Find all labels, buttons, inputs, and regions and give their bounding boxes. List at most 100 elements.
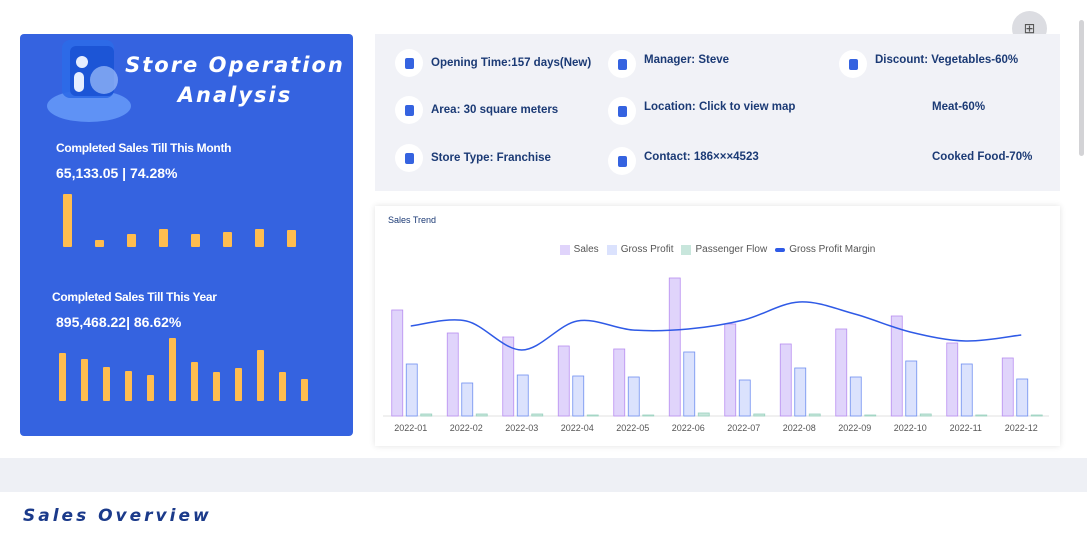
bar-gross-profit [516, 374, 529, 417]
legend-swatch [559, 244, 570, 255]
calendar-icon [395, 49, 423, 77]
mini-bar [213, 372, 220, 401]
info-discount-meat: Meat-60% [932, 101, 986, 113]
chart-legend: Sales Gross Profit Passenger Flow Gross Pro… [375, 244, 1060, 255]
bar-passenger-flow [420, 413, 433, 417]
info-contact: Contact: 186×××4523 [608, 147, 759, 175]
mini-bar [95, 240, 104, 247]
scrollbar[interactable] [1079, 20, 1084, 156]
x-tick-label: 2022-09 [838, 423, 871, 433]
legend-label: Gross Profit [620, 244, 674, 255]
bar-chart-icon [839, 50, 867, 78]
bar-sales [613, 348, 626, 417]
info-store-type: Store Type: Franchise [395, 144, 551, 172]
bar-gross-profit [849, 376, 862, 417]
bar-sales [1001, 357, 1014, 417]
month-sales-value: 65,133.05 | 74.28% [56, 165, 178, 181]
legend-label: Gross Profit Margin [789, 244, 876, 255]
bar-passenger-flow [475, 413, 488, 417]
bar-gross-profit [738, 379, 751, 417]
mini-bar [235, 368, 242, 401]
bar-sales [557, 345, 570, 417]
info-opening-time: Opening Time:157 days(New) [395, 49, 591, 77]
sales-trend-chart: Sales Trend Sales Gross Profit Passenger F… [375, 206, 1060, 446]
x-tick-label: 2022-05 [616, 423, 649, 433]
bar-passenger-flow [586, 414, 599, 417]
month-sales-bars [20, 174, 353, 247]
x-tick-label: 2022-12 [1005, 423, 1038, 433]
mini-bar [301, 379, 308, 401]
info-discount: Discount: Vegetables-60% [839, 50, 1018, 78]
mini-bar [169, 338, 176, 401]
year-sales-label: Completed Sales Till This Year [52, 290, 217, 304]
x-tick-label: 2022-04 [561, 423, 594, 433]
month-sales-label: Completed Sales Till This Month [56, 141, 232, 155]
sales-overview-title: Sales Overview [23, 506, 212, 526]
manager-icon [608, 50, 636, 78]
sales-overview-section: Sales Overview [0, 492, 1087, 549]
x-tick-label: 2022-01 [394, 423, 427, 433]
x-tick-label: 2022-02 [450, 423, 483, 433]
legend-swatch [606, 244, 617, 255]
bar-sales [668, 277, 681, 417]
legend-label: Passenger Flow [695, 244, 768, 255]
bar-gross-profit [683, 351, 696, 417]
mini-bar [125, 371, 132, 401]
bar-sales [502, 336, 515, 417]
mini-bar [63, 194, 72, 247]
mini-bar [191, 234, 200, 247]
bar-sales [779, 343, 792, 417]
legend-swatch [775, 247, 786, 252]
legend-item[interactable]: Gross Profit [606, 244, 674, 255]
bar-sales [890, 315, 903, 417]
mini-bar [287, 230, 296, 247]
legend-item[interactable]: Gross Profit Margin [775, 244, 875, 255]
legend-item[interactable]: Sales [559, 244, 599, 255]
legend-label: Sales [573, 244, 599, 255]
bar-sales [835, 328, 848, 417]
panel-title: Store Operation Analysis [125, 53, 345, 107]
store-type-icon [395, 144, 423, 172]
bar-sales [446, 332, 459, 417]
mini-bar [191, 362, 198, 401]
bar-passenger-flow [531, 413, 544, 417]
info-discount-cooked: Cooked Food-70% [932, 151, 1033, 163]
x-tick-label: 2022-08 [783, 423, 816, 433]
bar-passenger-flow [864, 414, 877, 417]
info-area: Area: 30 square meters [395, 96, 558, 124]
mini-bar [159, 229, 168, 247]
location-icon [608, 97, 636, 125]
top-section: Store Operation Analysis Completed Sales … [0, 0, 1087, 458]
bar-sales [391, 309, 404, 417]
mini-bar [223, 232, 232, 247]
bar-sales [946, 342, 959, 417]
phone-icon [608, 147, 636, 175]
year-sales-bars [20, 324, 353, 401]
chart-title: Sales Trend [388, 215, 437, 225]
mini-bar [59, 353, 66, 401]
legend-item[interactable]: Passenger Flow [681, 244, 767, 255]
bar-sales [724, 323, 737, 417]
bar-gross-profit [627, 376, 640, 417]
mini-bar [81, 359, 88, 401]
mini-bar [127, 234, 136, 247]
store-logo-icon [47, 40, 131, 122]
bar-gross-profit [905, 360, 918, 417]
bar-gross-profit [572, 375, 585, 417]
info-location-link[interactable]: Location: Click to view map [608, 97, 795, 125]
info-manager: Manager: Steve [608, 50, 729, 78]
x-tick-label: 2022-11 [950, 423, 982, 433]
bar-passenger-flow [919, 413, 932, 417]
year-sales-value: 895,468.22| 86.62% [56, 314, 182, 330]
legend-swatch [681, 244, 692, 255]
chart-plot: 2022-01 2022-02 2022-03 2022-04 2022-05 2022-… [383, 277, 1049, 433]
bar-passenger-flow [697, 412, 710, 417]
area-icon [395, 96, 423, 124]
mini-bar [257, 350, 264, 401]
bar-gross-profit [960, 363, 973, 417]
x-tick-label: 2022-10 [894, 423, 927, 433]
bar-gross-profit [794, 367, 807, 417]
x-tick-label: 2022-03 [505, 423, 538, 433]
x-tick-label: 2022-07 [727, 423, 760, 433]
layout-icon: ⊞ [1023, 20, 1036, 36]
